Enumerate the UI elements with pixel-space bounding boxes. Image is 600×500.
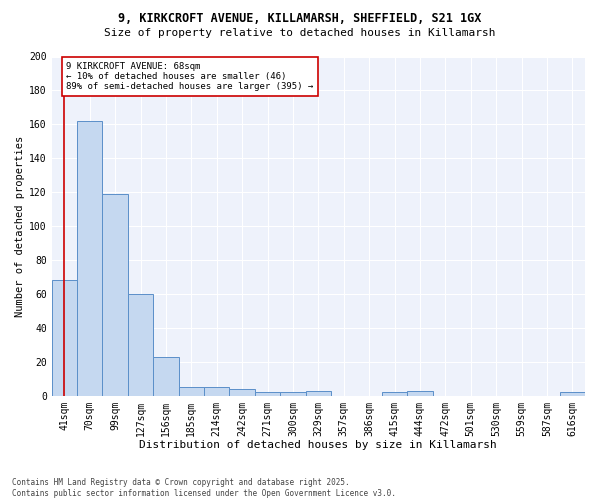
Bar — [204, 387, 229, 396]
X-axis label: Distribution of detached houses by size in Killamarsh: Distribution of detached houses by size … — [139, 440, 497, 450]
Text: Size of property relative to detached houses in Killamarsh: Size of property relative to detached ho… — [104, 28, 496, 38]
Text: 9, KIRKCROFT AVENUE, KILLAMARSH, SHEFFIELD, S21 1GX: 9, KIRKCROFT AVENUE, KILLAMARSH, SHEFFIE… — [118, 12, 482, 26]
Bar — [128, 294, 153, 396]
Bar — [382, 392, 407, 396]
Bar — [229, 389, 255, 396]
Bar — [305, 390, 331, 396]
Bar — [407, 390, 433, 396]
Bar — [103, 194, 128, 396]
Bar — [560, 392, 585, 396]
Y-axis label: Number of detached properties: Number of detached properties — [15, 136, 25, 316]
Bar — [77, 121, 103, 396]
Bar — [153, 356, 179, 396]
Bar — [179, 387, 204, 396]
Bar — [280, 392, 305, 396]
Text: 9 KIRKCROFT AVENUE: 68sqm
← 10% of detached houses are smaller (46)
89% of semi-: 9 KIRKCROFT AVENUE: 68sqm ← 10% of detac… — [67, 62, 314, 92]
Bar — [255, 392, 280, 396]
Bar — [52, 280, 77, 396]
Text: Contains HM Land Registry data © Crown copyright and database right 2025.
Contai: Contains HM Land Registry data © Crown c… — [12, 478, 396, 498]
